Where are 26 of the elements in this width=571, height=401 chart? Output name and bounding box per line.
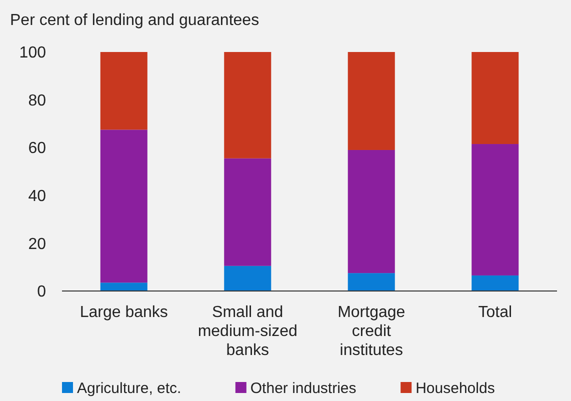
bar bbox=[348, 52, 395, 150]
x-tick-label: Large banks bbox=[80, 304, 168, 321]
legend-label: Other industries bbox=[250, 380, 356, 397]
x-tick-label: Total bbox=[478, 304, 512, 321]
bar bbox=[100, 282, 148, 291]
y-tick-label: 20 bbox=[28, 236, 46, 253]
bar bbox=[472, 275, 519, 291]
bar bbox=[348, 150, 395, 274]
y-tick-label: 80 bbox=[28, 92, 46, 110]
y-tick-label: 100 bbox=[19, 44, 46, 62]
legend-label: Agriculture, etc. bbox=[77, 380, 182, 397]
x-tick-label: Mortgage credit institutes bbox=[338, 304, 406, 359]
bar bbox=[472, 52, 519, 144]
y-tick-label: 0 bbox=[37, 284, 46, 301]
bar bbox=[348, 273, 395, 291]
bar bbox=[472, 144, 519, 276]
bar bbox=[224, 158, 272, 266]
bar bbox=[100, 52, 148, 130]
bar bbox=[224, 52, 272, 158]
y-tick-label: 60 bbox=[28, 140, 46, 158]
legend-label: Households bbox=[416, 380, 495, 397]
x-tick-label: Small and medium-sized banks bbox=[198, 304, 298, 359]
bar bbox=[224, 266, 272, 291]
bar bbox=[100, 130, 148, 283]
y-tick-label: 40 bbox=[28, 188, 46, 205]
y-axis-title: Per cent of lending and guarantees bbox=[10, 12, 260, 29]
